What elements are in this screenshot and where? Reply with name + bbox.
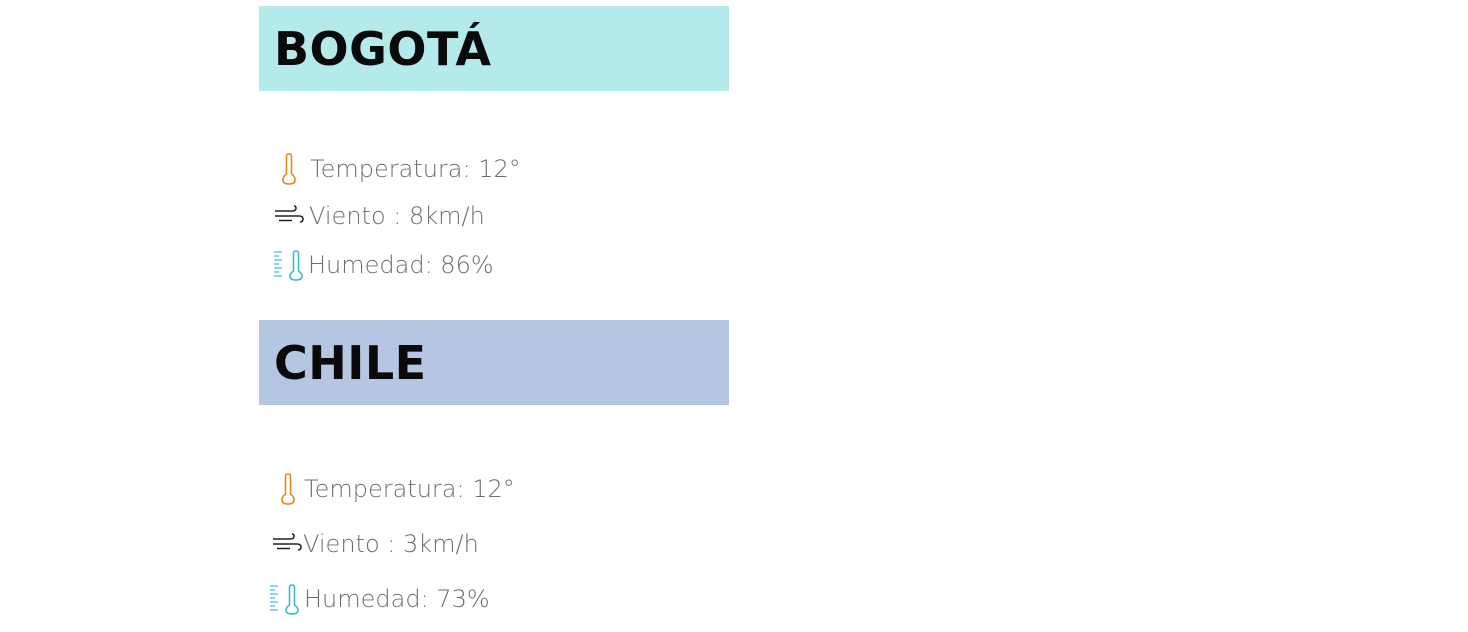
chile-humidity-row: Humedad: 73% — [268, 582, 490, 616]
chile-header: CHILE — [259, 320, 729, 405]
humidity-thermometer-icon — [272, 249, 306, 281]
bogota-humidity-row: Humedad: 86% — [272, 248, 494, 282]
thermometer-icon — [276, 473, 300, 505]
bogota-temperature-row: Temperatura: 12° — [276, 152, 521, 186]
wind-text: Viento : 8km/h — [309, 202, 485, 230]
humidity-text: Humedad: 86% — [308, 251, 494, 279]
wind-text: Viento : 3km/h — [303, 530, 479, 558]
bogota-wind-row: Viento : 8km/h — [273, 199, 485, 233]
chile-temperature-row: Temperatura: 12° — [276, 472, 515, 506]
humidity-thermometer-icon — [268, 583, 302, 615]
wind-icon — [273, 205, 305, 227]
thermometer-icon — [276, 153, 302, 185]
wind-icon — [271, 533, 303, 555]
city-title-bogota: BOGOTÁ — [274, 21, 492, 76]
humidity-text: Humedad: 73% — [304, 585, 490, 613]
temperature-text: Temperatura: 12° — [310, 155, 521, 183]
chile-wind-row: Viento : 3km/h — [271, 527, 479, 561]
city-title-chile: CHILE — [274, 335, 427, 390]
bogota-header: BOGOTÁ — [259, 6, 729, 91]
temperature-text: Temperatura: 12° — [304, 475, 515, 503]
